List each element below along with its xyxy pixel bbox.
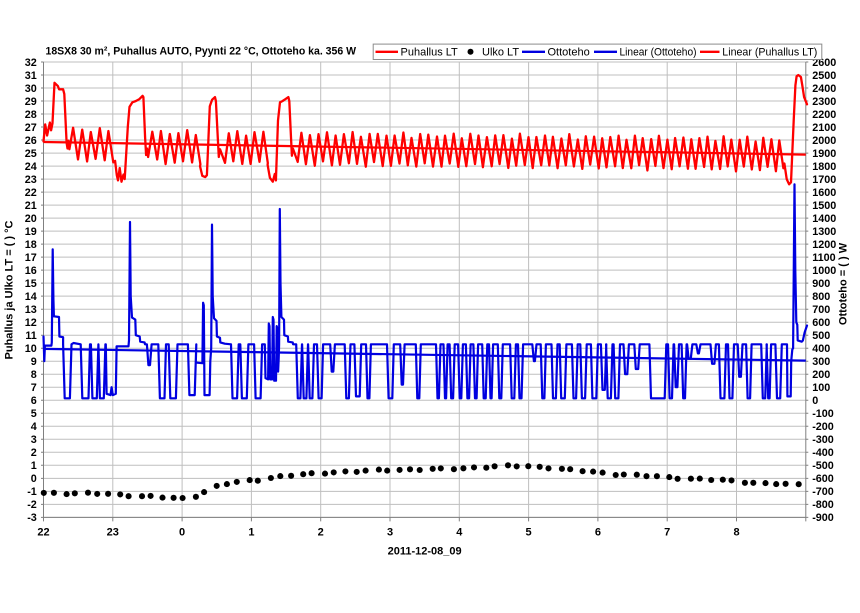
svg-text:32: 32: [25, 57, 37, 69]
svg-text:-3: -3: [27, 512, 37, 524]
svg-text:500: 500: [812, 330, 830, 342]
svg-text:7: 7: [664, 527, 670, 539]
svg-text:0: 0: [812, 395, 818, 407]
svg-text:3: 3: [31, 434, 37, 446]
svg-text:2500: 2500: [812, 70, 836, 82]
svg-text:8: 8: [31, 369, 37, 381]
svg-text:15: 15: [25, 278, 37, 290]
svg-text:-700: -700: [812, 486, 834, 498]
svg-text:Ottoteho = ( ) W: Ottoteho = ( ) W: [838, 242, 850, 325]
svg-text:5: 5: [31, 408, 37, 420]
svg-text:0: 0: [179, 527, 185, 539]
svg-text:700: 700: [812, 304, 830, 316]
svg-text:2011-12-08_09: 2011-12-08_09: [388, 546, 462, 558]
svg-text:1400: 1400: [812, 213, 836, 225]
svg-text:Puhallus LT: Puhallus LT: [401, 47, 459, 59]
svg-text:2: 2: [318, 527, 324, 539]
svg-text:10: 10: [25, 343, 37, 355]
svg-text:19: 19: [25, 226, 37, 238]
svg-text:2: 2: [31, 447, 37, 459]
svg-text:100: 100: [812, 382, 830, 394]
svg-text:-2: -2: [27, 499, 37, 511]
svg-text:14: 14: [25, 291, 37, 303]
svg-text:1000: 1000: [812, 265, 836, 277]
svg-text:1800: 1800: [812, 161, 836, 173]
svg-text:-200: -200: [812, 421, 834, 433]
svg-text:9: 9: [31, 356, 37, 368]
svg-text:4: 4: [31, 421, 37, 433]
svg-text:13: 13: [25, 304, 37, 316]
svg-text:2100: 2100: [812, 122, 836, 134]
svg-text:2200: 2200: [812, 109, 836, 121]
svg-text:1700: 1700: [812, 174, 836, 186]
svg-text:1500: 1500: [812, 200, 836, 212]
svg-text:8: 8: [733, 527, 739, 539]
svg-text:1600: 1600: [812, 187, 836, 199]
svg-text:4: 4: [456, 527, 463, 539]
svg-text:2400: 2400: [812, 83, 836, 95]
svg-text:27: 27: [25, 122, 37, 134]
svg-text:11: 11: [25, 330, 36, 342]
svg-text:2000: 2000: [812, 135, 836, 147]
svg-text:-300: -300: [812, 434, 834, 446]
svg-text:Puhallus ja Ulko LT = ( ) °C: Puhallus ja Ulko LT = ( ) °C: [4, 220, 16, 359]
svg-text:6: 6: [595, 527, 601, 539]
svg-text:6: 6: [31, 395, 37, 407]
svg-text:-900: -900: [812, 512, 834, 524]
svg-text:23: 23: [25, 174, 37, 186]
svg-text:21: 21: [25, 200, 37, 212]
svg-text:Ottoteho: Ottoteho: [548, 47, 590, 59]
svg-text:26: 26: [25, 135, 37, 147]
svg-text:16: 16: [25, 265, 37, 277]
svg-text:400: 400: [812, 343, 830, 355]
svg-text:22: 22: [25, 187, 37, 199]
svg-text:1900: 1900: [812, 148, 836, 160]
svg-text:28: 28: [25, 109, 37, 121]
svg-text:-400: -400: [812, 447, 834, 459]
svg-text:-800: -800: [812, 499, 834, 511]
svg-text:-500: -500: [812, 460, 834, 472]
svg-text:-600: -600: [812, 473, 834, 485]
svg-text:300: 300: [812, 356, 830, 368]
svg-text:Linear (Ottoteho): Linear (Ottoteho): [620, 47, 697, 59]
svg-text:-1: -1: [27, 486, 37, 498]
svg-text:17: 17: [25, 252, 37, 264]
svg-text:0: 0: [31, 473, 37, 485]
svg-text:-100: -100: [812, 408, 834, 420]
svg-text:Linear (Puhallus LT): Linear (Puhallus LT): [722, 47, 817, 59]
svg-text:25: 25: [25, 148, 37, 160]
svg-text:1: 1: [31, 460, 37, 472]
svg-text:1200: 1200: [812, 239, 836, 251]
svg-text:Ulko LT: Ulko LT: [482, 47, 519, 59]
svg-text:24: 24: [25, 161, 37, 173]
svg-text:7: 7: [31, 382, 37, 394]
svg-text:200: 200: [812, 369, 830, 381]
svg-text:1100: 1100: [812, 252, 835, 264]
svg-text:3: 3: [387, 527, 393, 539]
svg-text:12: 12: [25, 317, 37, 329]
svg-text:22: 22: [37, 527, 49, 539]
svg-text:2300: 2300: [812, 96, 836, 108]
svg-text:18: 18: [25, 239, 37, 251]
svg-text:600: 600: [812, 317, 830, 329]
svg-text:5: 5: [526, 527, 532, 539]
svg-text:1300: 1300: [812, 226, 836, 238]
svg-text:1: 1: [248, 527, 254, 539]
svg-text:29: 29: [25, 96, 37, 108]
svg-text:23: 23: [107, 527, 119, 539]
svg-text:900: 900: [812, 278, 830, 290]
svg-text:800: 800: [812, 291, 830, 303]
svg-text:30: 30: [25, 83, 37, 95]
svg-text:20: 20: [25, 213, 37, 225]
svg-text:31: 31: [25, 70, 37, 82]
svg-text:18SX8 30 m², Puhallus AUTO, Py: 18SX8 30 m², Puhallus AUTO, Pyynti 22 °C…: [46, 46, 357, 58]
